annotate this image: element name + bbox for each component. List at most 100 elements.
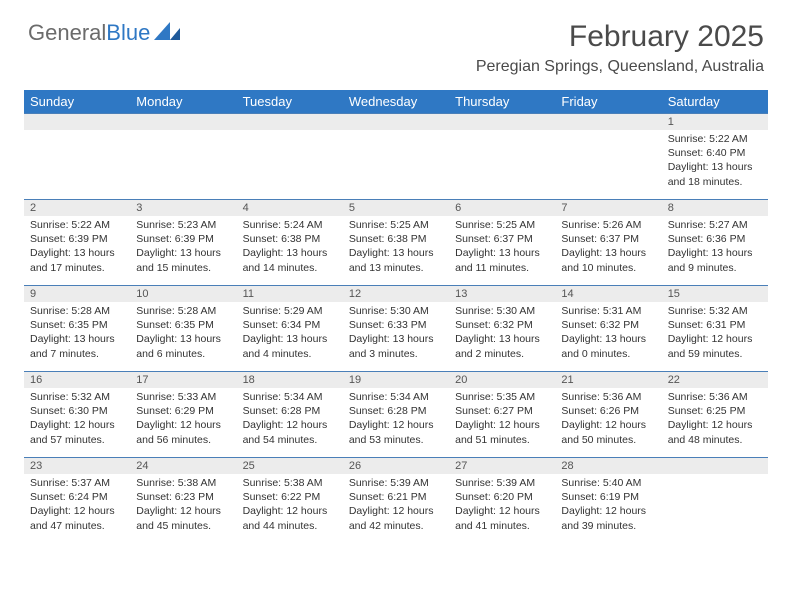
day-info-line: Sunset: 6:37 PM [455,232,549,246]
calendar-week-row: 1Sunrise: 5:22 AMSunset: 6:40 PMDaylight… [24,114,768,200]
day-number: 24 [130,458,236,474]
day-number: 26 [343,458,449,474]
calendar-day-cell: 19Sunrise: 5:34 AMSunset: 6:28 PMDayligh… [343,372,449,458]
calendar-week-row: 23Sunrise: 5:37 AMSunset: 6:24 PMDayligh… [24,458,768,544]
day-info-line: Sunrise: 5:39 AM [349,476,443,490]
calendar-day-cell: 5Sunrise: 5:25 AMSunset: 6:38 PMDaylight… [343,200,449,286]
day-number: 9 [24,286,130,302]
day-content: Sunrise: 5:26 AMSunset: 6:37 PMDaylight:… [555,216,661,279]
calendar-day-cell: 9Sunrise: 5:28 AMSunset: 6:35 PMDaylight… [24,286,130,372]
day-number: 12 [343,286,449,302]
day-content: Sunrise: 5:29 AMSunset: 6:34 PMDaylight:… [237,302,343,365]
day-content: Sunrise: 5:25 AMSunset: 6:37 PMDaylight:… [449,216,555,279]
calendar-empty-cell [24,114,130,200]
day-info-line: Sunrise: 5:37 AM [30,476,124,490]
day-number [555,114,661,130]
day-info-line: Daylight: 13 hours and 13 minutes. [349,246,443,274]
calendar-day-cell: 20Sunrise: 5:35 AMSunset: 6:27 PMDayligh… [449,372,555,458]
day-number: 7 [555,200,661,216]
day-info-line: Daylight: 12 hours and 47 minutes. [30,504,124,532]
day-header: Saturday [662,90,768,114]
location-text: Peregian Springs, Queensland, Australia [476,58,764,76]
day-info-line: Sunset: 6:33 PM [349,318,443,332]
calendar-week-row: 16Sunrise: 5:32 AMSunset: 6:30 PMDayligh… [24,372,768,458]
calendar-table: SundayMondayTuesdayWednesdayThursdayFrid… [24,90,768,544]
day-info-line: Sunset: 6:38 PM [349,232,443,246]
calendar-week-row: 9Sunrise: 5:28 AMSunset: 6:35 PMDaylight… [24,286,768,372]
day-info-line: Daylight: 12 hours and 53 minutes. [349,418,443,446]
day-content: Sunrise: 5:31 AMSunset: 6:32 PMDaylight:… [555,302,661,365]
day-info-line: Sunrise: 5:24 AM [243,218,337,232]
day-info-line: Daylight: 12 hours and 42 minutes. [349,504,443,532]
day-info-line: Sunset: 6:19 PM [561,490,655,504]
day-content: Sunrise: 5:38 AMSunset: 6:22 PMDaylight:… [237,474,343,537]
day-info-line: Daylight: 12 hours and 56 minutes. [136,418,230,446]
day-number: 6 [449,200,555,216]
calendar-day-cell: 6Sunrise: 5:25 AMSunset: 6:37 PMDaylight… [449,200,555,286]
day-info-line: Sunrise: 5:30 AM [455,304,549,318]
day-number: 25 [237,458,343,474]
day-info-line: Sunrise: 5:25 AM [455,218,549,232]
day-content: Sunrise: 5:22 AMSunset: 6:39 PMDaylight:… [24,216,130,279]
day-number: 5 [343,200,449,216]
day-info-line: Sunrise: 5:22 AM [668,132,762,146]
day-number [662,458,768,474]
calendar-day-cell: 7Sunrise: 5:26 AMSunset: 6:37 PMDaylight… [555,200,661,286]
day-content: Sunrise: 5:30 AMSunset: 6:33 PMDaylight:… [343,302,449,365]
day-info-line: Sunrise: 5:26 AM [561,218,655,232]
day-content: Sunrise: 5:33 AMSunset: 6:29 PMDaylight:… [130,388,236,451]
day-number: 21 [555,372,661,388]
day-info-line: Daylight: 13 hours and 3 minutes. [349,332,443,360]
day-info-line: Sunrise: 5:27 AM [668,218,762,232]
day-info-line: Sunset: 6:28 PM [349,404,443,418]
day-number: 10 [130,286,236,302]
calendar-empty-cell [343,114,449,200]
logo-text-gray: General [28,20,106,46]
day-info-line: Daylight: 12 hours and 48 minutes. [668,418,762,446]
day-info-line: Sunrise: 5:32 AM [30,390,124,404]
day-info-line: Sunset: 6:30 PM [30,404,124,418]
calendar-day-cell: 18Sunrise: 5:34 AMSunset: 6:28 PMDayligh… [237,372,343,458]
day-info-line: Daylight: 13 hours and 6 minutes. [136,332,230,360]
day-content: Sunrise: 5:35 AMSunset: 6:27 PMDaylight:… [449,388,555,451]
day-content: Sunrise: 5:22 AMSunset: 6:40 PMDaylight:… [662,130,768,193]
day-info-line: Daylight: 12 hours and 54 minutes. [243,418,337,446]
day-info-line: Daylight: 13 hours and 18 minutes. [668,160,762,188]
day-header: Wednesday [343,90,449,114]
day-info-line: Sunrise: 5:40 AM [561,476,655,490]
day-content: Sunrise: 5:37 AMSunset: 6:24 PMDaylight:… [24,474,130,537]
logo-triangle-icon [154,20,180,46]
day-content: Sunrise: 5:39 AMSunset: 6:21 PMDaylight:… [343,474,449,537]
calendar-day-cell: 15Sunrise: 5:32 AMSunset: 6:31 PMDayligh… [662,286,768,372]
calendar-day-cell: 2Sunrise: 5:22 AMSunset: 6:39 PMDaylight… [24,200,130,286]
day-info-line: Sunset: 6:25 PM [668,404,762,418]
calendar-day-cell: 16Sunrise: 5:32 AMSunset: 6:30 PMDayligh… [24,372,130,458]
calendar-day-cell: 21Sunrise: 5:36 AMSunset: 6:26 PMDayligh… [555,372,661,458]
day-info-line: Sunrise: 5:28 AM [30,304,124,318]
day-info-line: Daylight: 13 hours and 9 minutes. [668,246,762,274]
day-number: 18 [237,372,343,388]
day-content: Sunrise: 5:34 AMSunset: 6:28 PMDaylight:… [237,388,343,451]
calendar-empty-cell [237,114,343,200]
day-info-line: Daylight: 13 hours and 2 minutes. [455,332,549,360]
day-content: Sunrise: 5:23 AMSunset: 6:39 PMDaylight:… [130,216,236,279]
day-number: 3 [130,200,236,216]
day-number: 11 [237,286,343,302]
day-number: 13 [449,286,555,302]
day-number: 20 [449,372,555,388]
day-header: Sunday [24,90,130,114]
day-info-line: Sunset: 6:37 PM [561,232,655,246]
day-info-line: Sunset: 6:34 PM [243,318,337,332]
calendar-day-cell: 26Sunrise: 5:39 AMSunset: 6:21 PMDayligh… [343,458,449,544]
day-info-line: Daylight: 13 hours and 17 minutes. [30,246,124,274]
day-number: 14 [555,286,661,302]
day-number [449,114,555,130]
day-content: Sunrise: 5:25 AMSunset: 6:38 PMDaylight:… [343,216,449,279]
day-content: Sunrise: 5:28 AMSunset: 6:35 PMDaylight:… [130,302,236,365]
day-info-line: Sunrise: 5:35 AM [455,390,549,404]
day-info-line: Sunset: 6:27 PM [455,404,549,418]
day-info-line: Sunset: 6:39 PM [30,232,124,246]
day-info-line: Sunrise: 5:31 AM [561,304,655,318]
day-header: Monday [130,90,236,114]
day-content: Sunrise: 5:27 AMSunset: 6:36 PMDaylight:… [662,216,768,279]
